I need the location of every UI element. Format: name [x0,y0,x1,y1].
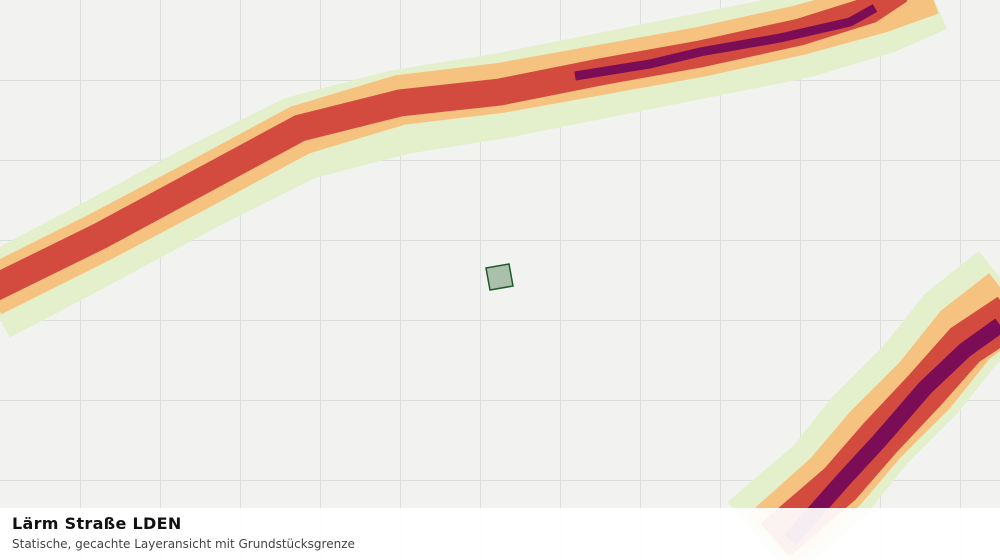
noise-zone-very-high [574,4,878,81]
parcel-boundary [485,263,514,291]
map-caption: Lärm Straße LDEN Statische, gecachte Lay… [0,508,1000,560]
map-subtitle: Statische, gecachte Layeransicht mit Gru… [12,537,355,551]
noise-zone-very-high [784,318,1000,546]
road-noise-band-north [0,0,948,338]
map-title: Lärm Straße LDEN [12,514,182,533]
road-noise-band-east [727,250,1000,560]
